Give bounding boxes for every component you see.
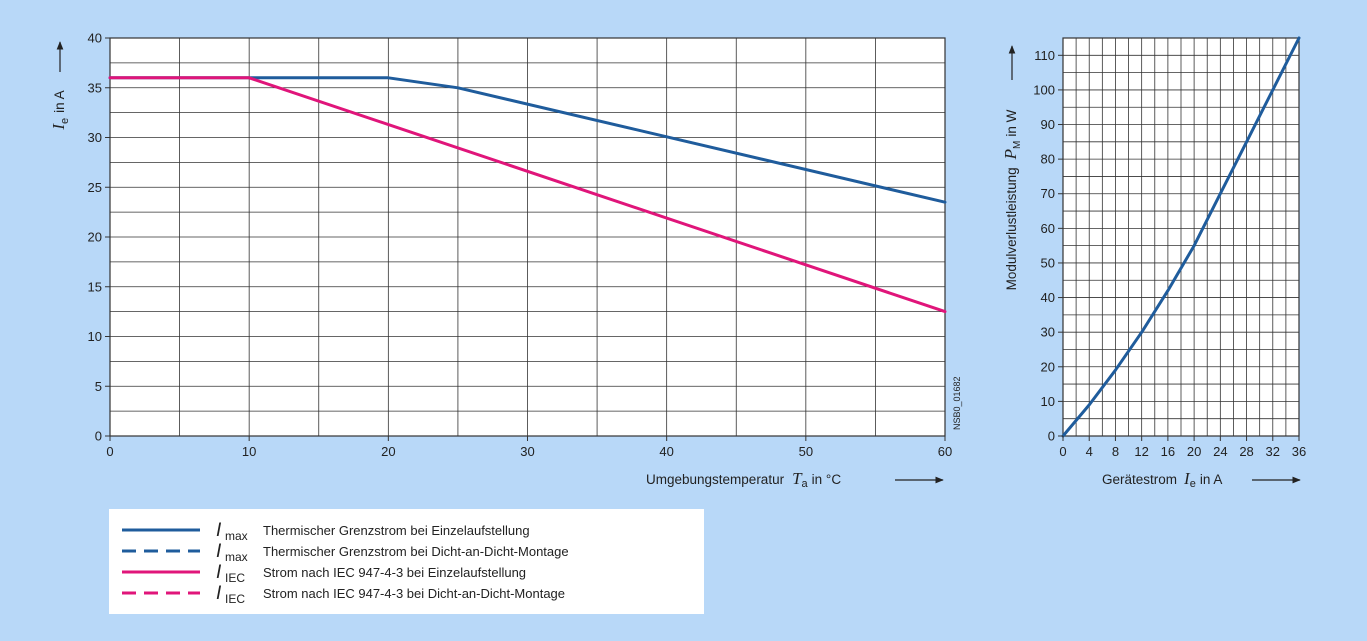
y-label-unit: in A	[52, 90, 67, 113]
legend-item: I IEC Strom nach IEC 947-4-3 bei Einzelauf…	[122, 562, 526, 585]
x-tick-label: 28	[1239, 444, 1253, 459]
legend-label: Thermischer Grenzstrom bei Einzelaufstel…	[263, 523, 530, 538]
legend-item: I IEC Strom nach IEC 947-4-3 bei Dicht-an-…	[122, 583, 565, 606]
x-label-sub: a	[802, 478, 809, 490]
x-tick-label: 0	[106, 444, 113, 459]
series-line-1	[108, 76, 947, 314]
legend-symbol: I	[216, 541, 222, 562]
x-tick-label: 30	[520, 444, 534, 459]
y-tick-label: 60	[1041, 221, 1055, 236]
y-label-text-right: Modulverlustleistung	[1004, 167, 1019, 290]
legend-symbol: I	[216, 520, 222, 541]
svg-text:ModulverlustleistungPMin W: Modulverlustleistung PMin W	[1001, 109, 1023, 290]
y-tick-label: 10	[88, 329, 102, 344]
series-group-right	[1061, 36, 1301, 438]
x-label-unit: in °C	[812, 472, 842, 487]
y-tick-label: 40	[1041, 290, 1055, 305]
y-tick-label: 25	[88, 180, 102, 195]
x-label-text-right: Gerätestrom	[1102, 472, 1177, 487]
y-tick-label: 30	[88, 130, 102, 145]
x-axis-label-left: Umgebungstemperatur Ta in °C	[646, 469, 841, 490]
y-tick-label: 100	[1033, 82, 1055, 97]
x-tick-label: 40	[659, 444, 673, 459]
y-tick-label: 35	[88, 80, 102, 95]
legend-label: Strom nach IEC 947-4-3 bei Dicht-an-Dich…	[263, 586, 565, 601]
x-tick-label: 32	[1266, 444, 1280, 459]
x-label-symbol-right: I	[1183, 469, 1191, 488]
x-axis-label-right: Gerätestrom Ie in A	[1102, 469, 1222, 490]
series-group-left	[108, 76, 947, 314]
grid-right	[1062, 37, 1300, 437]
y-tick-label: 10	[1041, 394, 1055, 409]
y-tick-label: 50	[1041, 255, 1055, 270]
legend-box	[109, 509, 704, 614]
ticks-right: 0 4 8 12 16 20 24 28 32 36 0 10 20 30 40 50 60 70 80 90 100 1…	[1033, 48, 1306, 459]
x-tick-label: 20	[381, 444, 395, 459]
chart-current-vs-temperature: 0 10 20 30 40 50 60 0 5 10 15 20 25 30 35 40 Ie in A Umg…	[49, 31, 962, 491]
plot-frame	[1062, 37, 1300, 437]
y-tick-label: 70	[1041, 186, 1055, 201]
y-tick-label: 5	[95, 379, 102, 394]
y-tick-label: 0	[1048, 429, 1055, 444]
series-line-0	[1061, 36, 1301, 438]
y-tick-label: 80	[1041, 152, 1055, 167]
y-tick-label: 20	[1041, 359, 1055, 374]
grid-left	[109, 37, 946, 437]
x-tick-label: 20	[1187, 444, 1201, 459]
y-label-symbol-right: P	[1001, 149, 1020, 160]
legend-symbol: I	[216, 562, 222, 583]
legend-subscript: max	[225, 550, 248, 564]
x-tick-label: 50	[799, 444, 813, 459]
x-tick-label: 24	[1213, 444, 1227, 459]
y-label-sub-right: M	[1012, 141, 1023, 149]
x-tick-label: 12	[1134, 444, 1148, 459]
y-label-sub: e	[59, 118, 71, 124]
chart-power-loss-vs-current: 0 4 8 12 16 20 24 28 32 36 0 10 20 30 40 50 60 70 80 90 100 1…	[1001, 36, 1306, 490]
y-label-unit-right: in W	[1004, 109, 1019, 136]
x-tick-label: 60	[938, 444, 952, 459]
x-label-symbol: T	[792, 469, 803, 488]
y-tick-label: 15	[88, 279, 102, 294]
y-axis-label-right: Modulverlustleistung PMin W	[1001, 109, 1023, 290]
x-tick-label: 16	[1161, 444, 1175, 459]
svg-text:Iein A: Ie in A	[49, 90, 71, 130]
legend-subscript: IEC	[225, 571, 245, 585]
legend-label: Thermischer Grenzstrom bei Dicht-an-Dich…	[263, 544, 569, 559]
x-label-unit-right: in A	[1200, 472, 1223, 487]
legend-label: Strom nach IEC 947-4-3 bei Einzelaufstel…	[263, 565, 526, 580]
x-tick-label: 10	[242, 444, 256, 459]
x-tick-label: 0	[1059, 444, 1066, 459]
x-tick-label: 36	[1292, 444, 1306, 459]
y-tick-label: 20	[88, 230, 102, 245]
x-tick-label: 4	[1086, 444, 1093, 459]
y-tick-label: 110	[1034, 48, 1055, 63]
y-tick-label: 40	[88, 31, 102, 46]
y-tick-label: 0	[95, 429, 102, 444]
ticks-left: 0 10 20 30 40 50 60 0 5 10 15 20 25 30 35 40	[88, 31, 953, 460]
legend-subscript: IEC	[225, 592, 245, 606]
y-axis-label-left: Ie in A	[49, 90, 71, 130]
x-tick-label: 8	[1112, 444, 1119, 459]
y-tick-label: 90	[1041, 117, 1055, 132]
x-label-text: Umgebungstemperatur	[646, 472, 785, 487]
x-label-sub-right: e	[1190, 478, 1196, 490]
legend-symbol: I	[216, 583, 222, 604]
y-label-symbol: I	[49, 123, 68, 131]
y-tick-label: 30	[1041, 325, 1055, 340]
legend-subscript: max	[225, 529, 248, 543]
figure-code: NSB0_01682	[952, 376, 962, 430]
